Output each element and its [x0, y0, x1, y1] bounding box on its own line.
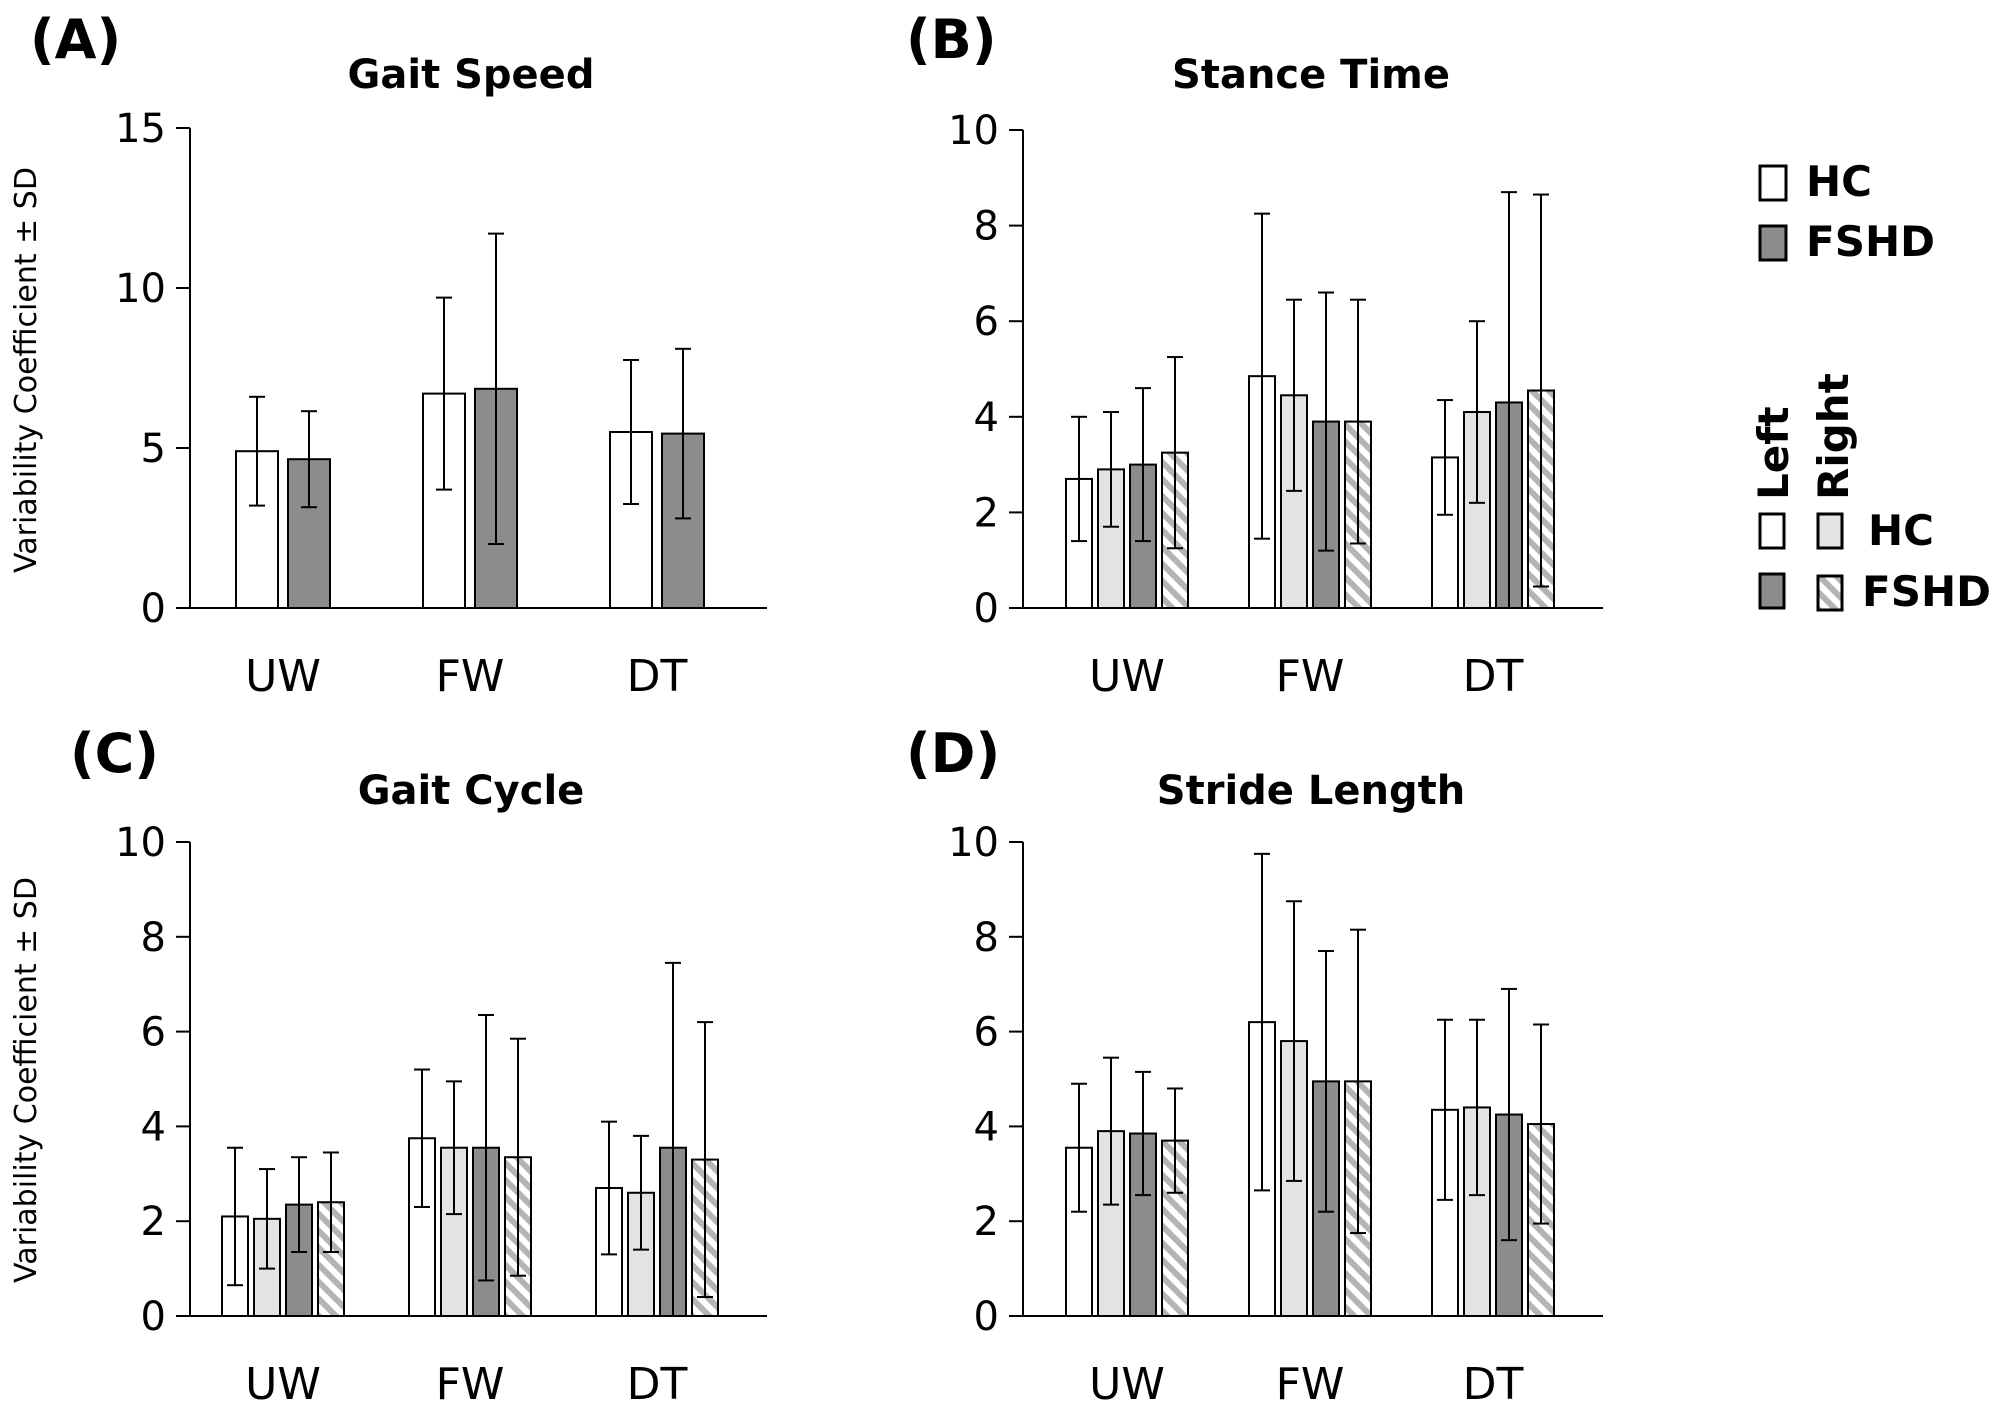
panel-c-y-tick-label: 4: [141, 1104, 166, 1150]
panel-b-title: Stance Time: [1172, 52, 1450, 98]
panel-a: (A) Gait Speed Variability Coefficient ±…: [9, 8, 767, 702]
panel-c-x-category-label: FW: [436, 1359, 505, 1410]
panel-b-x-category-label: DT: [1463, 651, 1524, 702]
panel-b-bar: [1280, 394, 1308, 610]
panel-d-y-tick-label: 0: [974, 1294, 999, 1340]
legend-label-side-fshd: FSHD: [1862, 567, 1991, 616]
legend-label-hc: HC: [1806, 157, 1872, 206]
panel-b-x-category-label: UW: [1089, 651, 1165, 702]
legend-label-left: Left: [1749, 406, 1798, 500]
panel-c-plot: 0 2 4 6 8 10 UW FW DT: [115, 820, 767, 1410]
panel-b-y-tick-label: 2: [974, 490, 999, 536]
panel-b-y-tick-label: 0: [974, 586, 999, 632]
panel-a-letter: (A): [30, 8, 121, 71]
panel-d-y-tick-label: 8: [974, 915, 999, 961]
panel-d-y-tick-label: 4: [974, 1104, 999, 1150]
panel-d: (D) Stride Length 0 2 4 6 8 10 UW FW DT: [906, 722, 1603, 1410]
legend-swatch-hc-left: [1758, 512, 1786, 550]
legend-side: Left Right HC FSHD: [1749, 373, 1991, 616]
panel-d-y-tick-label: 2: [974, 1199, 999, 1245]
panel-d-x-category-label: FW: [1276, 1359, 1345, 1410]
panel-c-y-tick-label: 2: [141, 1199, 166, 1245]
panel-d-x-category-label: DT: [1463, 1359, 1524, 1410]
panel-a-y-tick-label: 5: [141, 426, 166, 472]
panel-b-y-tick-label: 8: [974, 204, 999, 250]
legend-label-fshd: FSHD: [1806, 217, 1935, 266]
panel-b-y-tick-label: 6: [974, 299, 999, 345]
panel-c-letter: (C): [70, 722, 159, 785]
panel-d-y-tick-label: 10: [948, 820, 999, 866]
panel-c-y-tick-label: 6: [141, 1010, 166, 1056]
panel-d-y-tick-label: 6: [974, 1010, 999, 1056]
panel-c-x-category-label: UW: [245, 1359, 321, 1410]
panel-b-y-tick-label: 10: [948, 108, 999, 154]
panel-c-title: Gait Cycle: [358, 768, 585, 814]
panel-b-plot: 0 2 4 6 8 10 UW FW DT: [948, 108, 1603, 702]
panel-a-plot: 0 5 10 15 UW FW DT: [115, 106, 767, 702]
panel-a-y-tick-label: 10: [115, 266, 166, 312]
panel-c-x-category-label: DT: [627, 1359, 688, 1410]
panel-c-y-tick-label: 0: [141, 1294, 166, 1340]
panel-a-y-axis-label: Variability Coefficient ± SD: [9, 167, 44, 573]
panel-c-bar: [317, 1201, 345, 1317]
panel-a-x-category-label: UW: [245, 651, 321, 702]
panel-c-y-axis-label: Variability Coefficient ± SD: [9, 877, 44, 1283]
panel-d-letter: (D): [906, 722, 1000, 785]
panel-a-y-tick-label: 0: [141, 586, 166, 632]
panel-b-letter: (B): [906, 8, 997, 71]
panel-d-title: Stride Length: [1157, 768, 1465, 814]
panel-c-y-tick-label: 10: [115, 820, 166, 866]
panel-b-x-category-label: FW: [1276, 651, 1345, 702]
panel-d-plot: 0 2 4 6 8 10 UW FW DT: [948, 820, 1603, 1410]
legend-swatch-hc: [1758, 164, 1788, 202]
legend-swatch-fshd-left: [1758, 572, 1786, 610]
panel-d-x-category-label: UW: [1089, 1359, 1165, 1410]
legend-overall: HC FSHD: [1758, 157, 1935, 266]
panel-c-y-tick-label: 8: [141, 915, 166, 961]
legend-label-side-hc: HC: [1868, 506, 1934, 555]
panel-a-x-category-label: DT: [627, 651, 688, 702]
legend-swatch-hc-right: [1816, 512, 1844, 550]
legend-swatch-fshd-right: [1816, 574, 1844, 612]
panel-a-x-category-label: FW: [436, 651, 505, 702]
panel-c: (C) Gait Cycle Variability Coefficient ±…: [9, 722, 767, 1410]
panel-a-title: Gait Speed: [348, 52, 595, 98]
panel-a-y-tick-label: 15: [115, 106, 166, 152]
legend-swatch-fshd: [1758, 224, 1788, 262]
panel-b: (B) Stance Time 0 2 4 6 8 10 UW FW DT: [906, 8, 1603, 702]
panel-b-y-tick-label: 4: [974, 395, 999, 441]
legend-label-right: Right: [1809, 373, 1858, 500]
